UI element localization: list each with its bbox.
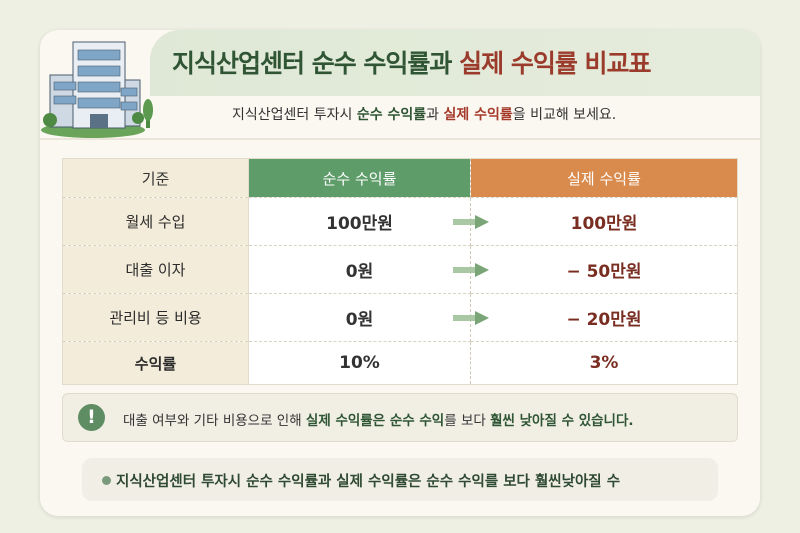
arrow-right-icon	[453, 214, 489, 229]
bullet-dot-icon	[102, 476, 111, 485]
row-label: 월세 수입	[62, 197, 249, 246]
actual-value: − 20만원	[453, 293, 738, 342]
note-part: 대출 여부와 기타 비용으로 인해	[123, 413, 306, 429]
title-part-pure: 지식산업센터 순수 수익률과	[172, 49, 460, 78]
row-label: 수익률	[62, 341, 249, 385]
title-band	[150, 30, 760, 96]
subtitle-text: 지식산업센터 투자시	[232, 107, 357, 123]
header-pure-return: 순수 수익률	[248, 158, 471, 198]
note-part: 훨씬 낮아질 수 있습니다.	[490, 413, 634, 429]
header-actual-return: 실제 수익률	[470, 158, 738, 198]
exclamation-icon: !	[78, 404, 105, 431]
actual-value-text: − 20만원	[566, 310, 642, 330]
row-label: 관리비 등 비용	[62, 293, 249, 342]
title-part-actual: 실제 수익률 비교표	[459, 49, 651, 78]
subtitle-text: 과	[426, 107, 444, 123]
actual-value-text: 100만원	[570, 214, 638, 234]
table-row: 월세 수입 100만원 100만원	[62, 197, 738, 246]
summary-box: 지식산업센터 투자시 순수 수익률과 실제 수익률은 순수 수익를 보다 훨씬낮…	[82, 458, 718, 501]
note-part: 순수 수익	[389, 413, 445, 429]
actual-value: 3%	[589, 353, 619, 373]
pure-value: 100만원	[248, 197, 471, 246]
divider	[40, 138, 760, 140]
arrow-right-icon	[453, 310, 489, 325]
header-criteria: 기준	[62, 158, 249, 198]
page-title: 지식산업센터 순수 수익률과 실제 수익률 비교표	[172, 44, 652, 80]
subtitle: 지식산업센터 투자시 순수 수익률과 실제 수익률을 비교해 보세요.	[232, 104, 616, 124]
summary-text: 지식산업센터 투자시 순수 수익률과 실제 수익률은 순수 수익를 보다 훨씬낮…	[116, 474, 621, 490]
note-text: 대출 여부와 기타 비용으로 인해 실제 수익률은 순수 수익를 보다 훨씬 낮…	[123, 409, 634, 429]
pure-value: 10%	[248, 341, 471, 385]
subtitle-text: 을 비교해 보세요.	[512, 107, 617, 123]
arrow-right-icon	[453, 262, 489, 277]
subtitle-actual: 실제 수익률	[443, 107, 513, 123]
row-label: 대출 이자	[62, 245, 249, 294]
table-row: 대출 이자 0원 − 50만원	[62, 245, 738, 294]
pure-value: 0원	[248, 245, 471, 294]
subtitle-pure: 순수 수익률	[356, 107, 427, 123]
table-header-row: 기준 순수 수익률 실제 수익률	[62, 158, 738, 198]
table-row: 관리비 등 비용 0원 − 20만원	[62, 293, 738, 342]
warning-note: ! 대출 여부와 기타 비용으로 인해 실제 수익률은 순수 수익를 보다 훨씬…	[62, 393, 738, 442]
actual-value: 100만원	[453, 197, 738, 246]
actual-value: − 50만원	[453, 245, 738, 294]
table-row-total: 수익률 10% 3%	[62, 341, 738, 385]
pure-value: 0원	[248, 293, 471, 342]
building-illustration-icon	[41, 41, 153, 138]
note-part: 를 보다	[444, 413, 491, 429]
note-part: 실제 수익률은	[305, 413, 390, 429]
actual-value-text: − 50만원	[566, 262, 642, 282]
comparison-table: 기준 순수 수익률 실제 수익률 월세 수입 100만원 100만원 대출 이자…	[62, 158, 738, 385]
